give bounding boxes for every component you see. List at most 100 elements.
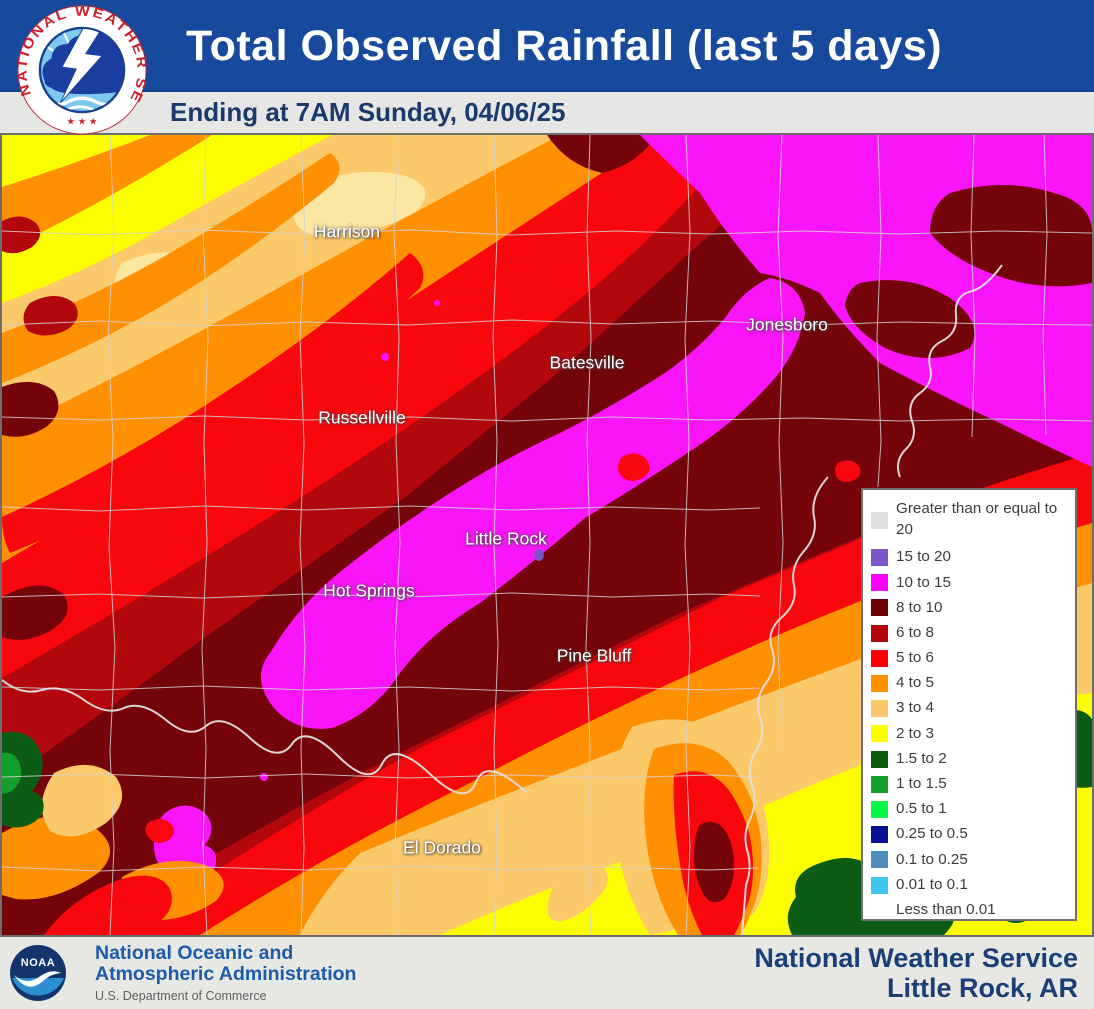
- county-boundaries: [2, 135, 1092, 935]
- maroon-blob-ne: [930, 185, 1092, 287]
- city-label-harrison: Harrison: [313, 221, 381, 242]
- dark-red-streak: [2, 216, 41, 254]
- noaa-logo: NOAA: [10, 945, 66, 1001]
- maroon-streak: [2, 585, 68, 640]
- city-label-batesville: Batesville: [549, 352, 625, 373]
- legend-row: 1 to 1.5: [871, 772, 1067, 797]
- legend-label: 5 to 6: [896, 649, 934, 667]
- dark-red-streak: [23, 296, 78, 336]
- nws-logo-stars: ★ ★ ★: [67, 117, 98, 128]
- legend-swatch: [871, 675, 888, 693]
- legend-swatch: [871, 876, 888, 894]
- legend-row: 2 to 3: [871, 721, 1067, 746]
- white-river: [897, 264, 1003, 478]
- legend-swatch: [871, 800, 888, 818]
- magenta-dot: [434, 300, 440, 306]
- legend-swatch: [871, 649, 888, 667]
- department-of-commerce: U.S. Department of Commerce: [95, 989, 267, 1003]
- office-block: National Weather Service Little Rock, AR: [754, 943, 1078, 1003]
- legend-swatch: [871, 826, 888, 844]
- rivers: [2, 264, 1003, 935]
- legend-swatch: [871, 574, 888, 592]
- magenta-dot: [260, 773, 268, 781]
- red-spot: [835, 460, 861, 482]
- noaa-logo-text: NOAA: [21, 957, 55, 969]
- plume-maroon: [694, 821, 734, 903]
- legend-row: 1.5 to 2: [871, 747, 1067, 772]
- legend-label: 8 to 10: [896, 598, 943, 616]
- legend-label: 1 to 1.5: [896, 775, 947, 793]
- legend-swatch: [871, 700, 888, 718]
- city-label-jonesboro: Jonesboro: [746, 314, 828, 335]
- legend-row: 0.1 to 0.25: [871, 847, 1067, 872]
- band-magenta-core: [260, 278, 806, 729]
- city-label-little-rock: Little Rock: [465, 528, 547, 549]
- magenta-dot: [381, 353, 389, 361]
- legend-row: 10 to 15: [871, 570, 1067, 595]
- legend-row: 6 to 8: [871, 621, 1067, 646]
- red-streak: [2, 253, 424, 553]
- agency-name-line1: National Oceanic and: [95, 942, 294, 964]
- rainfall-contours: [2, 135, 1092, 935]
- legend-row: 4 to 5: [871, 671, 1067, 696]
- arkansas-river: [2, 679, 527, 795]
- mississippi-river: [741, 476, 829, 935]
- legend-label: 15 to 20: [896, 548, 951, 566]
- valid-time-text: Ending at 7AM Sunday, 04/06/25: [170, 97, 566, 127]
- maroon-streak: [2, 381, 59, 437]
- legend-swatch: [871, 775, 888, 793]
- legend-row: Greater than or equal to 20: [871, 495, 1067, 545]
- agency-block: National Oceanic and Atmospheric Adminis…: [95, 942, 357, 1004]
- nws-logo: NATIONAL WEATHER SERVICE ★ ★ ★: [16, 4, 148, 135]
- office-name-line2: Little Rock, AR: [886, 973, 1078, 1003]
- maroon-top-patch: [547, 135, 657, 173]
- orange-streak: [2, 153, 340, 383]
- legend-label: 3 to 4: [896, 699, 934, 717]
- legend-label: 0.5 to 1: [896, 800, 947, 818]
- legend-label: Greater than or equal to 20: [896, 500, 1058, 538]
- legend-row: 8 to 10: [871, 595, 1067, 620]
- legend-row: 0.5 to 1: [871, 797, 1067, 822]
- orange-streak: [2, 135, 212, 247]
- legend-label: 0.01 to 0.1: [896, 875, 968, 893]
- red-spot: [145, 819, 174, 843]
- subheader-banner: Ending at 7AM Sunday, 04/06/25: [0, 90, 1094, 133]
- legend-label: 2 to 3: [896, 724, 934, 742]
- legend-row: 15 to 20: [871, 545, 1067, 570]
- legend-label: 4 to 5: [896, 674, 934, 692]
- footer-banner: NOAA National Oceanic and Atmospheric Ad…: [0, 937, 1094, 1009]
- legend-row: 3 to 4: [871, 696, 1067, 721]
- legend-row: 0.01 to 0.1: [871, 872, 1067, 897]
- purple-dot-15to20: [534, 549, 544, 561]
- legend-row: Less than 0.01: [871, 898, 1067, 923]
- legend-swatch: [871, 549, 888, 567]
- header-banner: Total Observed Rainfall (last 5 days): [0, 0, 1094, 90]
- legend-label: Less than 0.01: [896, 900, 996, 918]
- legend-label: 6 to 8: [896, 623, 934, 641]
- agency-name-line2: Atmospheric Administration: [95, 963, 357, 985]
- tan-spot-sw: [41, 764, 123, 837]
- red-streak-sw: [44, 875, 172, 935]
- noaa-logo-gull: [14, 971, 61, 987]
- city-label-russellville: Russellville: [318, 407, 406, 428]
- city-label-el-dorado: El Dorado: [403, 837, 481, 858]
- legend-swatch: [871, 599, 888, 617]
- tan-streak-bottom: [547, 863, 608, 922]
- legend-label: 1.5 to 2: [896, 749, 947, 767]
- legend-label: 10 to 15: [896, 573, 951, 591]
- rainfall-legend: Greater than or equal to 20 15 to 20 10 …: [861, 488, 1077, 921]
- legend-row: 5 to 6: [871, 646, 1067, 671]
- orange-streak-sw: [2, 816, 111, 900]
- legend-row: 0.25 to 0.5: [871, 822, 1067, 847]
- legend-swatch: [871, 750, 888, 768]
- rainfall-map: Harrison Jonesboro Batesville Russellvil…: [0, 133, 1094, 937]
- page-title: Total Observed Rainfall (last 5 days): [186, 22, 943, 70]
- legend-label: 0.25 to 0.5: [896, 825, 968, 843]
- city-label-hot-springs: Hot Springs: [323, 580, 415, 601]
- legend-swatch: [871, 851, 888, 869]
- city-label-pine-bluff: Pine Bluff: [556, 645, 632, 666]
- legend-swatch: [871, 901, 888, 919]
- legend-swatch: [871, 624, 888, 642]
- legend-swatch: [871, 511, 888, 529]
- legend-label: 0.1 to 0.25: [896, 850, 968, 868]
